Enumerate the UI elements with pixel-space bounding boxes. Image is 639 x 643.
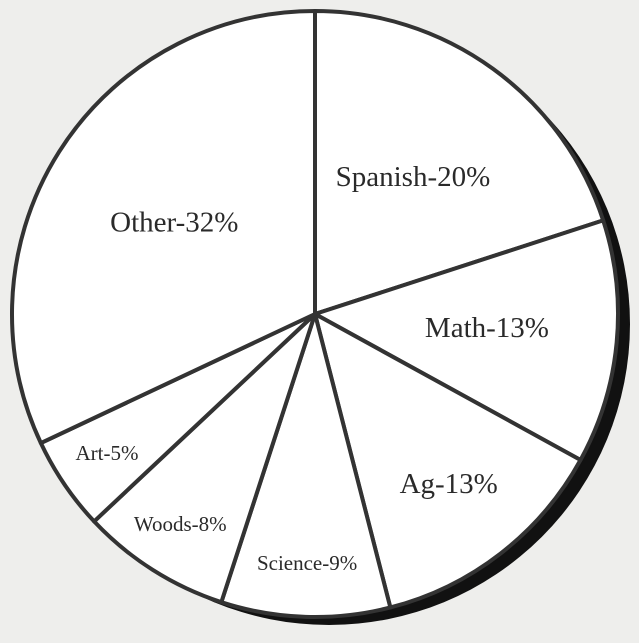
slice-label: Art-5% — [76, 441, 139, 465]
pie-slice — [313, 9, 606, 316]
slice-label: Woods-8% — [134, 512, 227, 536]
pie-slice — [219, 312, 393, 619]
pie-slice — [10, 9, 317, 446]
pie-slice — [313, 312, 583, 610]
slice-label: Ag-13% — [400, 468, 498, 500]
slice-label: Spanish-20% — [336, 161, 491, 193]
pie-slice — [313, 218, 620, 462]
slice-label: Math-13% — [425, 312, 549, 344]
pie-slice — [92, 312, 317, 605]
slice-label: Science-9% — [257, 551, 357, 575]
slice-label: Other-32% — [110, 206, 238, 238]
